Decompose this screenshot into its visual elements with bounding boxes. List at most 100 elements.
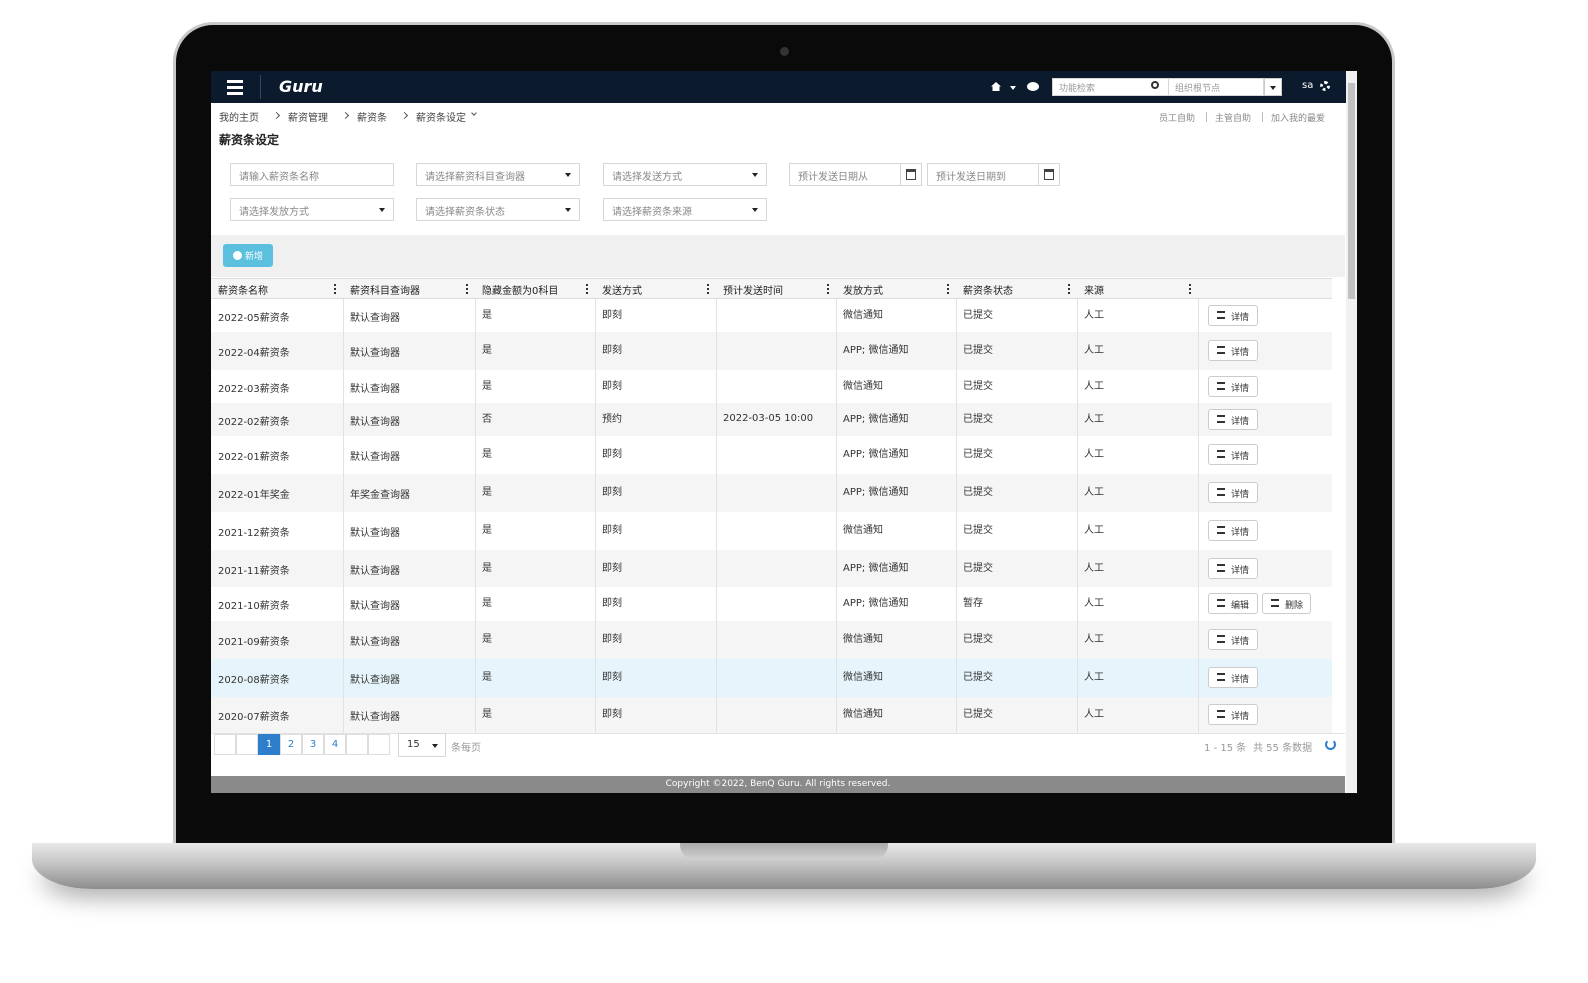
filter-input[interactable]: 请选择薪资条来源	[603, 198, 767, 221]
quick-link[interactable]: 主管自助	[1215, 114, 1252, 124]
action-button[interactable]: 详情	[1208, 304, 1258, 326]
cell-border	[1077, 512, 1078, 550]
refresh-icon[interactable]	[1325, 739, 1336, 750]
table-cell: 默认查询器	[350, 383, 400, 395]
action-button[interactable]: 删除	[1262, 593, 1311, 614]
column-menu[interactable]	[947, 292, 949, 294]
cell-border	[475, 621, 476, 659]
pager-arrow[interactable]	[346, 734, 368, 755]
cell-border	[1077, 550, 1078, 587]
calendar-icon[interactable]	[1044, 169, 1054, 180]
action-button[interactable]: 详情	[1208, 444, 1258, 465]
page-number[interactable]: 4	[324, 734, 346, 755]
column-menu[interactable]	[827, 288, 829, 290]
table-cell: 已提交	[963, 709, 993, 720]
action-button[interactable]: 详情	[1208, 520, 1258, 541]
column-header: 发送方式	[602, 286, 642, 297]
quick-link[interactable]: 加入我的最爱	[1271, 114, 1326, 124]
calendar-icon[interactable]	[906, 169, 916, 180]
quick-link[interactable]: 员工自助	[1159, 114, 1196, 124]
page-size[interactable]: 15	[398, 733, 446, 757]
breadcrumb-item[interactable]: 薪资条	[357, 113, 387, 124]
column-menu[interactable]	[334, 292, 336, 294]
chat-icon[interactable]	[1027, 82, 1039, 91]
action-button[interactable]: 详情	[1208, 375, 1258, 397]
column-menu[interactable]	[1189, 284, 1191, 286]
table-row	[211, 474, 1332, 512]
laptop-notch	[680, 843, 888, 859]
column-menu[interactable]	[466, 284, 468, 286]
table-cell: 2021-10薪资条	[218, 601, 290, 612]
breadcrumb-item[interactable]: 我的主页	[219, 113, 259, 124]
table-cell: 已提交	[963, 380, 993, 392]
breadcrumb-item[interactable]: 薪资管理	[288, 113, 328, 124]
action-button[interactable]: 详情	[1208, 704, 1258, 725]
page-number[interactable]: 2	[280, 734, 302, 755]
cell-border	[716, 332, 717, 370]
action-button[interactable]: 详情	[1208, 340, 1258, 361]
column-menu[interactable]	[827, 284, 829, 286]
column-menu[interactable]	[1189, 288, 1191, 290]
table-cell: 人工	[1084, 634, 1104, 645]
add-button[interactable]: 新增	[223, 244, 273, 267]
caret	[1010, 86, 1016, 90]
column-menu[interactable]	[1068, 284, 1070, 286]
table-header	[211, 278, 1332, 299]
column-menu[interactable]	[334, 284, 336, 286]
cell-border	[595, 659, 596, 697]
menu-icon[interactable]	[227, 86, 243, 89]
column-menu[interactable]	[466, 292, 468, 294]
filter-input[interactable]: 请选择薪资条状态	[416, 198, 580, 221]
cell-border	[343, 659, 344, 697]
action-button[interactable]: 详情	[1208, 482, 1258, 503]
column-menu[interactable]	[1068, 292, 1070, 294]
action-icon	[1217, 710, 1225, 718]
column-menu[interactable]	[1189, 292, 1191, 294]
filter-input[interactable]: 预计发送日期从	[789, 163, 922, 186]
page-number[interactable]: 3	[302, 734, 324, 755]
table-cell: 是	[482, 709, 492, 720]
org-box[interactable]: 组织根节点	[1168, 78, 1264, 96]
action-button[interactable]: 详情	[1208, 408, 1258, 430]
home-icon[interactable]	[991, 82, 1001, 91]
action-button[interactable]: 详情	[1208, 557, 1258, 579]
page-number[interactable]: 1	[258, 734, 280, 755]
column-menu[interactable]	[707, 288, 709, 290]
table-cell: 是	[482, 449, 492, 460]
action-button[interactable]: 详情	[1208, 629, 1258, 650]
table-row	[211, 550, 1332, 587]
column-menu[interactable]	[1068, 288, 1070, 290]
table-cell: 即刻	[602, 309, 622, 321]
user[interactable]: sa	[1302, 80, 1314, 91]
cell-border	[836, 512, 837, 550]
filter-input[interactable]: 请选择薪资科目查询器	[416, 163, 580, 186]
filter-input[interactable]: 请输入薪资条名称	[230, 163, 394, 186]
pager-arrow[interactable]	[236, 734, 258, 755]
column-menu[interactable]	[586, 292, 588, 294]
column-menu[interactable]	[827, 292, 829, 294]
menu-icon[interactable]	[227, 80, 243, 83]
table-cell: 即刻	[602, 449, 622, 460]
pager-arrow[interactable]	[368, 734, 390, 755]
column-menu[interactable]	[947, 284, 949, 286]
action-button[interactable]: 详情	[1208, 667, 1258, 688]
column-menu[interactable]	[707, 292, 709, 294]
filter-input[interactable]: 请选择发放方式	[230, 198, 394, 221]
action-button[interactable]: 编辑	[1208, 593, 1258, 614]
table-cell: 2022-01薪资条	[218, 452, 290, 463]
table-cell: 默认查询器	[350, 601, 400, 612]
column-menu[interactable]	[586, 288, 588, 290]
gear-icon[interactable]	[1320, 81, 1330, 91]
menu-icon[interactable]	[227, 92, 243, 95]
column-menu[interactable]	[707, 284, 709, 286]
column-header: 预计发送时间	[723, 286, 783, 297]
column-menu[interactable]	[466, 288, 468, 290]
column-menu[interactable]	[586, 284, 588, 286]
filter-input[interactable]: 请选择发送方式	[603, 163, 767, 186]
caret	[752, 173, 758, 177]
filter-input[interactable]: 预计发送日期到	[927, 163, 1060, 186]
cell-border	[343, 512, 344, 550]
pager-arrow[interactable]	[214, 734, 236, 755]
column-menu[interactable]	[947, 288, 949, 290]
column-menu[interactable]	[334, 288, 336, 290]
